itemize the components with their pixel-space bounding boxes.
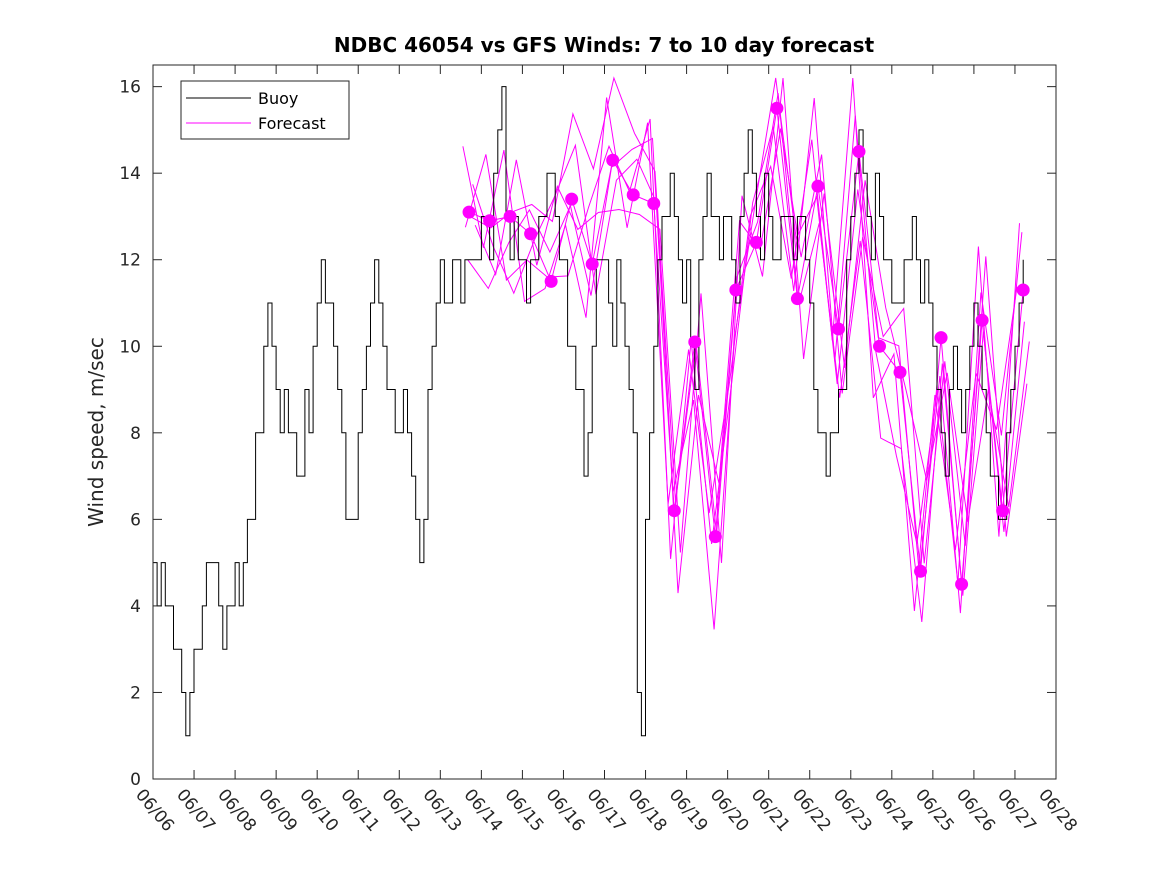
y-tick-label: 10 bbox=[119, 337, 141, 357]
forecast-ensemble-line bbox=[470, 76, 1025, 623]
chart-title: NDBC 46054 vs GFS Winds: 7 to 10 day for… bbox=[334, 33, 875, 57]
forecast-point bbox=[503, 209, 517, 223]
forecast-point bbox=[708, 530, 722, 544]
forecast-point bbox=[811, 179, 825, 193]
legend-buoy-label: Buoy bbox=[258, 89, 298, 108]
forecast-point bbox=[462, 205, 476, 219]
y-tick-label: 6 bbox=[130, 510, 141, 530]
forecast-point bbox=[749, 235, 763, 249]
forecast-point bbox=[1016, 283, 1030, 297]
y-tick-label: 0 bbox=[130, 770, 141, 790]
forecast-point bbox=[524, 227, 538, 241]
forecast-point bbox=[606, 153, 620, 167]
forecast-point bbox=[934, 331, 948, 345]
y-tick-label: 14 bbox=[119, 164, 141, 184]
y-axis-ticks: 0 2 4 6 8 10 12 14 16 bbox=[119, 78, 1056, 790]
y-tick-label: 8 bbox=[130, 424, 141, 444]
forecast-point bbox=[544, 274, 558, 288]
forecast-ensemble-line bbox=[474, 77, 1030, 563]
forecast-point bbox=[688, 335, 702, 349]
y-axis-label: Wind speed, m/sec bbox=[84, 337, 108, 527]
forecast-point bbox=[790, 292, 804, 306]
forecast-point bbox=[975, 313, 989, 327]
forecast-ensemble-line bbox=[467, 77, 1023, 630]
forecast-point bbox=[667, 504, 681, 518]
forecast-point bbox=[914, 564, 928, 578]
plot-area bbox=[153, 76, 1030, 737]
legend-box bbox=[180, 80, 350, 140]
legend: Buoy Forecast bbox=[180, 80, 350, 140]
y-tick-label: 4 bbox=[130, 597, 141, 617]
y-tick-label: 2 bbox=[130, 683, 141, 703]
forecast-ensemble-line bbox=[464, 97, 1020, 584]
forecast-point bbox=[647, 196, 661, 210]
forecast-point bbox=[626, 188, 640, 202]
forecast-point bbox=[483, 214, 497, 228]
y-tick-label: 12 bbox=[119, 251, 141, 271]
y-tick-label: 16 bbox=[119, 78, 141, 98]
forecast-points bbox=[462, 101, 1030, 591]
forecast-point bbox=[852, 145, 866, 159]
forecast-ensemble-lines bbox=[462, 76, 1030, 630]
forecast-point bbox=[770, 101, 784, 115]
legend-forecast-label: Forecast bbox=[258, 114, 326, 133]
forecast-point bbox=[585, 257, 599, 271]
forecast-point bbox=[873, 339, 887, 353]
forecast-ensemble-line bbox=[472, 128, 1028, 594]
buoy-series bbox=[153, 86, 1024, 737]
forecast-point bbox=[893, 365, 907, 379]
buoy-line bbox=[153, 86, 1024, 737]
forecast-point bbox=[565, 192, 579, 206]
forecast-point bbox=[955, 577, 969, 591]
forecast-line bbox=[468, 108, 1024, 585]
forecast-point bbox=[996, 504, 1010, 518]
forecast-point bbox=[831, 322, 845, 336]
forecast-point bbox=[729, 283, 743, 297]
